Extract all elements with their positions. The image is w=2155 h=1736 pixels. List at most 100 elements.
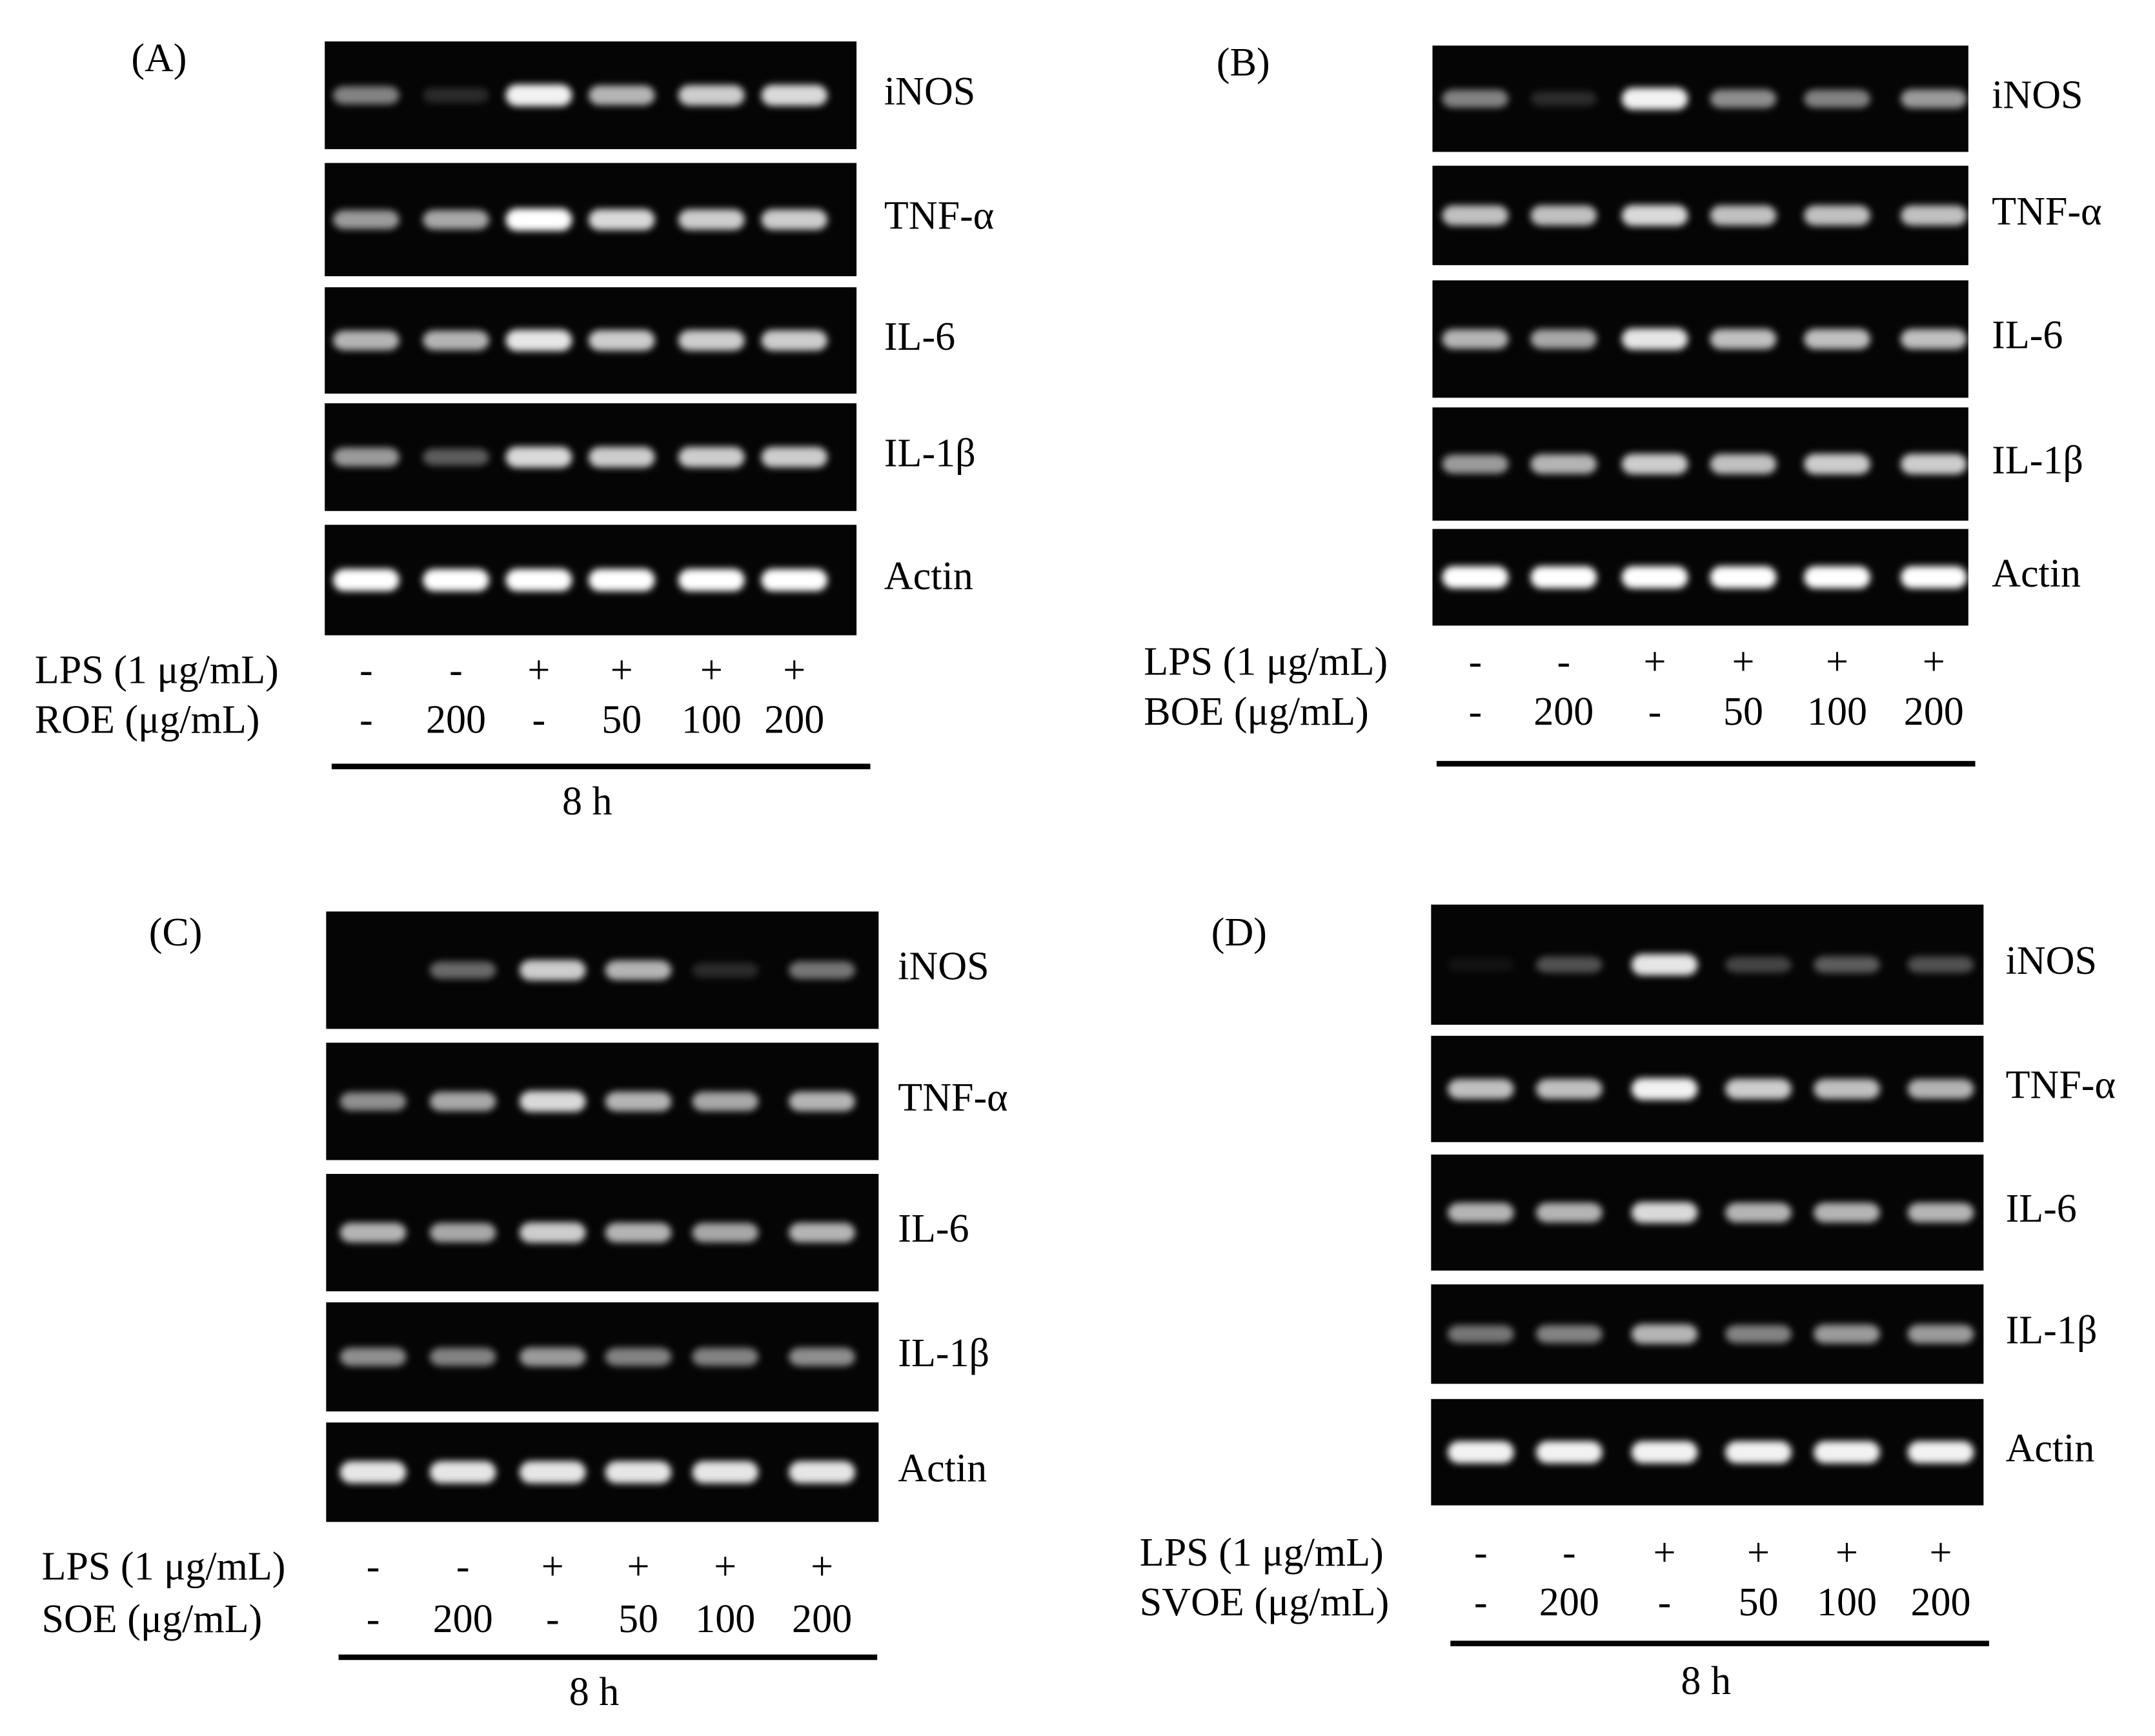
gel-band: [1442, 454, 1509, 474]
gel-band: [605, 1461, 672, 1484]
treatment-label: LPS (1 μg/mL): [35, 649, 279, 692]
gel-band: [423, 330, 489, 350]
gel-band: [423, 87, 489, 103]
treatment-value: 200: [426, 698, 486, 742]
gel-strip: [1431, 1036, 1984, 1142]
gene-label: iNOS: [1992, 73, 2083, 117]
gene-label: TNF-α: [898, 1076, 1007, 1120]
gel-band: [761, 209, 828, 230]
gel-strip: [326, 1422, 879, 1522]
gel-band: [761, 85, 828, 106]
treatment-value: 200: [433, 1597, 493, 1641]
gel-band: [1804, 566, 1870, 589]
treatment-value: -: [456, 1544, 470, 1588]
gel-band: [605, 1222, 672, 1243]
gel-strip: [1431, 1398, 1984, 1506]
gel-band: [1621, 205, 1688, 226]
treatment-label: SVOE (μg/mL): [1140, 1580, 1390, 1624]
treatment-value: +: [714, 1544, 736, 1588]
gel-band: [1725, 1441, 1792, 1464]
gene-label: TNF-α: [884, 194, 994, 238]
gel-band: [1448, 1441, 1514, 1464]
gel-strip: [1432, 165, 1968, 265]
gel-band: [1631, 954, 1698, 976]
gel-band: [505, 447, 572, 468]
gel-band: [1530, 566, 1597, 589]
gene-label: TNF-α: [2006, 1064, 2116, 1107]
gel-band: [588, 85, 655, 105]
gene-label: Actin: [884, 554, 973, 598]
gel-band: [1621, 88, 1688, 110]
gel-band: [789, 1091, 855, 1111]
gel-band: [789, 961, 855, 979]
gel-strip: [1431, 1284, 1984, 1384]
gel-band: [692, 1223, 759, 1242]
treatment-value: +: [1826, 640, 1848, 684]
treatment-value: +: [627, 1544, 649, 1588]
gel-band: [1725, 1202, 1792, 1223]
gel-band: [1804, 205, 1870, 226]
treatment-value: -: [1648, 690, 1662, 734]
treatment-value: +: [1644, 640, 1666, 684]
treatment-value: 50: [1739, 1580, 1779, 1624]
panel-label: (B): [1217, 41, 1270, 85]
gene-label: Actin: [1992, 552, 2081, 596]
panel-label: (D): [1211, 911, 1267, 954]
gel-band: [789, 1461, 855, 1484]
gel-band: [1631, 1324, 1698, 1344]
treatment-value: 100: [1817, 1580, 1877, 1624]
treatment-value: 200: [1910, 1580, 1970, 1624]
treatment-value: -: [1468, 690, 1482, 734]
treatment-value: +: [1654, 1531, 1676, 1575]
gel-band: [423, 449, 489, 466]
gel-band: [1710, 89, 1777, 108]
gel-band: [1907, 1324, 1974, 1344]
gel-band: [588, 447, 655, 468]
treatment-value: -: [359, 649, 373, 692]
gel-band: [588, 209, 655, 230]
gel-band: [1814, 1078, 1880, 1099]
gel-band: [1907, 956, 1974, 973]
gel-band: [1530, 91, 1597, 106]
gel-band: [423, 569, 489, 591]
gel-band: [1621, 328, 1688, 350]
gel-band: [333, 86, 400, 105]
gel-band: [1710, 328, 1777, 349]
panel-label: (C): [149, 911, 203, 954]
treatment-value: +: [541, 1544, 564, 1588]
gel-band: [333, 447, 400, 467]
gel-band: [1804, 454, 1870, 474]
gel-band: [1621, 566, 1688, 589]
treatment-value: +: [1732, 640, 1754, 684]
gel-strip: [1432, 45, 1968, 152]
gel-band: [605, 1347, 672, 1366]
gel-band: [692, 962, 759, 978]
treatment-value: -: [1474, 1531, 1488, 1575]
treatment-label: SOE (μg/mL): [41, 1597, 262, 1641]
gel-band: [1814, 1324, 1880, 1344]
gel-band: [678, 569, 745, 591]
gel-band: [1900, 89, 1967, 108]
gel-band: [761, 330, 828, 351]
gel-strip: [1432, 280, 1968, 398]
gel-strip: [1431, 904, 1984, 1025]
gel-band: [1442, 90, 1509, 108]
gene-label: IL-1β: [2006, 1309, 2098, 1353]
gel-band: [1631, 1078, 1698, 1100]
gel-band: [1448, 1202, 1514, 1223]
gel-band: [588, 330, 655, 351]
gel-band: [588, 569, 655, 591]
gel-band: [339, 1347, 407, 1366]
gel-band: [505, 84, 572, 106]
treatment-value: -: [1563, 1531, 1576, 1575]
gene-label: Actin: [2006, 1426, 2095, 1470]
gel-band: [678, 330, 745, 351]
gel-band: [1535, 1078, 1603, 1099]
gel-strip: [326, 911, 879, 1029]
gene-label: iNOS: [884, 70, 975, 114]
treatment-label: BOE (μg/mL): [1144, 690, 1369, 734]
gel-band: [1907, 1202, 1974, 1223]
gel-band: [1535, 1325, 1603, 1344]
